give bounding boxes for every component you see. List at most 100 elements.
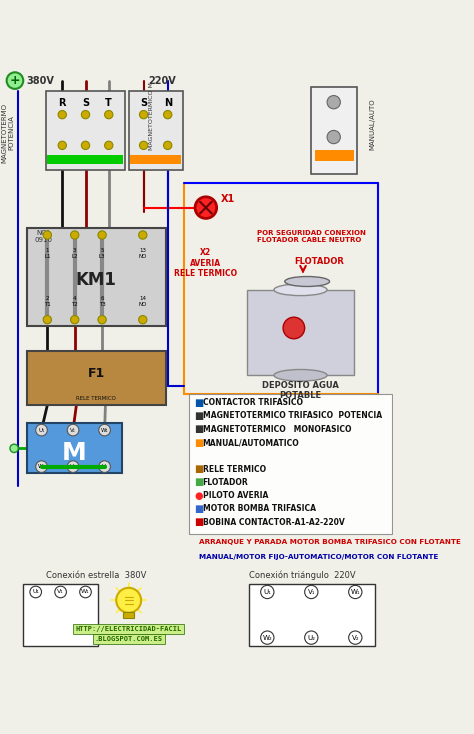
Text: PILOTO AVERIA: PILOTO AVERIA <box>202 491 268 500</box>
Ellipse shape <box>274 369 327 381</box>
Text: HTTP://ELECTRICIDAD-FACIL: HTTP://ELECTRICIDAD-FACIL <box>75 626 182 632</box>
Text: RELE TERMICO: RELE TERMICO <box>202 465 266 473</box>
Text: U₁: U₁ <box>38 428 45 432</box>
Text: 14
NO: 14 NO <box>138 296 147 307</box>
Text: NC1
0910: NC1 0910 <box>34 230 52 243</box>
Circle shape <box>327 131 340 144</box>
Ellipse shape <box>285 277 329 286</box>
Text: V₁: V₁ <box>57 589 64 595</box>
Circle shape <box>195 197 217 219</box>
Text: 2
T1: 2 T1 <box>44 296 51 307</box>
Bar <box>27 352 166 405</box>
Text: MAGNETOTERMICO TRIFASICO  POTENCIA: MAGNETOTERMICO TRIFASICO POTENCIA <box>202 412 382 421</box>
Text: ■: ■ <box>194 398 203 407</box>
Text: Conexión triángulo  220V: Conexión triángulo 220V <box>249 570 356 580</box>
Text: ■: ■ <box>194 424 203 435</box>
Circle shape <box>327 95 340 109</box>
Bar <box>189 394 392 534</box>
Text: U₂: U₂ <box>70 464 76 469</box>
Bar <box>130 156 181 164</box>
Circle shape <box>138 231 147 239</box>
Text: 3
L2: 3 L2 <box>72 248 78 258</box>
Text: W₂: W₂ <box>38 464 46 469</box>
Text: ARRANQUE Y PARADA MOTOR BOMBA TRIFASICO CON FLOTANTE: ARRANQUE Y PARADA MOTOR BOMBA TRIFASICO … <box>199 539 461 545</box>
Circle shape <box>305 631 318 644</box>
Text: 13
NO: 13 NO <box>138 248 147 258</box>
Text: F1: F1 <box>88 367 105 380</box>
Text: POR SEGURIDAD CONEXION
FLOTADOR CABLE NEUTRO: POR SEGURIDAD CONEXION FLOTADOR CABLE NE… <box>257 230 366 243</box>
Text: X2
AVERIA
RELE TERMICO: X2 AVERIA RELE TERMICO <box>174 248 237 278</box>
Text: V₁: V₁ <box>308 589 315 595</box>
Text: N: N <box>164 98 172 108</box>
Text: W₁: W₁ <box>101 428 109 432</box>
Bar <box>247 290 354 375</box>
Text: 6
T3: 6 T3 <box>99 296 106 307</box>
Text: 1
L1: 1 L1 <box>44 248 51 258</box>
Circle shape <box>105 141 113 150</box>
Text: MANUAL/AUTOMATICO: MANUAL/AUTOMATICO <box>202 438 299 447</box>
Circle shape <box>283 317 305 339</box>
Circle shape <box>139 111 148 119</box>
Text: .BLOGSPOT.COM.ES: .BLOGSPOT.COM.ES <box>95 636 163 642</box>
Circle shape <box>349 585 362 599</box>
Circle shape <box>36 424 47 436</box>
Text: RELE TERMICO: RELE TERMICO <box>76 396 116 401</box>
Ellipse shape <box>274 284 327 296</box>
Bar <box>315 150 354 161</box>
Circle shape <box>261 585 274 599</box>
Circle shape <box>10 444 18 452</box>
Text: W₂: W₂ <box>263 635 272 641</box>
Text: W₁: W₁ <box>350 589 360 595</box>
Text: 380V: 380V <box>27 76 55 86</box>
Text: KM1: KM1 <box>76 271 117 289</box>
Text: FLOTADOR: FLOTADOR <box>202 478 248 487</box>
Text: ■: ■ <box>194 464 203 474</box>
Text: MAGNETOTERMICO M: MAGNETOTERMICO M <box>148 82 154 150</box>
Bar <box>123 612 135 618</box>
Circle shape <box>67 424 79 436</box>
Circle shape <box>139 141 148 150</box>
Text: 220V: 220V <box>148 76 176 86</box>
Text: MAGNETOTERMO
POTENCIA: MAGNETOTERMO POTENCIA <box>2 103 15 163</box>
Circle shape <box>71 231 79 239</box>
Text: S: S <box>82 98 89 108</box>
Circle shape <box>58 141 66 150</box>
Text: ●: ● <box>194 490 203 501</box>
Circle shape <box>164 111 172 119</box>
Ellipse shape <box>116 588 141 613</box>
Circle shape <box>164 141 172 150</box>
Circle shape <box>138 316 147 324</box>
Circle shape <box>30 586 42 597</box>
Bar <box>46 92 125 170</box>
Circle shape <box>80 586 91 597</box>
Circle shape <box>55 586 66 597</box>
Circle shape <box>36 461 47 473</box>
Text: BOBINA CONTACTOR-A1-A2-220V: BOBINA CONTACTOR-A1-A2-220V <box>202 517 344 527</box>
Text: T: T <box>105 98 112 108</box>
Text: M: M <box>62 440 86 465</box>
Text: CONTACTOR TRIFASICO: CONTACTOR TRIFASICO <box>202 399 302 407</box>
Text: ■: ■ <box>194 437 203 448</box>
Text: U₂: U₂ <box>307 635 315 641</box>
Text: 5
L3: 5 L3 <box>99 248 105 258</box>
Text: V₁: V₁ <box>70 428 76 432</box>
Bar <box>47 156 123 164</box>
Text: ■: ■ <box>194 504 203 514</box>
Text: MAGNETOTERMICO   MONOFASICO: MAGNETOTERMICO MONOFASICO <box>202 425 351 434</box>
Text: V₂: V₂ <box>101 464 108 469</box>
Circle shape <box>71 316 79 324</box>
Text: ■: ■ <box>194 411 203 421</box>
Text: MOTOR BOMBA TRIFASICA: MOTOR BOMBA TRIFASICA <box>202 504 316 514</box>
Circle shape <box>43 316 52 324</box>
Circle shape <box>82 141 90 150</box>
Circle shape <box>7 72 23 89</box>
Circle shape <box>99 461 110 473</box>
Text: MANUAL/AUTO: MANUAL/AUTO <box>369 99 375 150</box>
Text: U₁: U₁ <box>32 589 39 595</box>
Circle shape <box>349 631 362 644</box>
Bar <box>311 87 357 175</box>
Text: Conexión estrella  380V: Conexión estrella 380V <box>46 571 146 580</box>
Bar <box>23 584 98 646</box>
Circle shape <box>82 111 90 119</box>
Text: X1: X1 <box>221 195 235 204</box>
